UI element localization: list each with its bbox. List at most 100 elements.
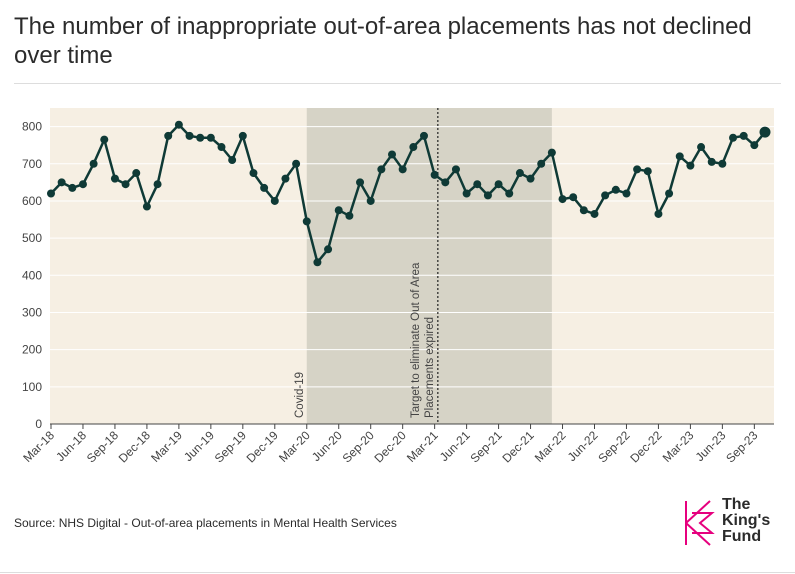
data-point-13: [185, 131, 194, 140]
data-point-39: [462, 189, 471, 198]
x-tick-label-17: Jun-22: [565, 428, 601, 464]
data-point-55: [633, 165, 642, 174]
data-point-22: [281, 174, 290, 183]
y-tick-label-700: 700: [22, 157, 42, 171]
data-point-8: [132, 169, 141, 178]
data-point-63: [718, 159, 727, 168]
data-point-24: [302, 217, 311, 226]
y-tick-label-600: 600: [22, 194, 42, 208]
data-point-65: [739, 131, 748, 140]
data-point-43: [505, 189, 514, 198]
data-point-12: [174, 120, 183, 129]
x-tick-label-9: Jun-20: [309, 428, 345, 464]
data-point-9: [142, 202, 151, 211]
data-point-54: [622, 189, 631, 198]
title-divider: [14, 83, 781, 84]
data-point-27: [334, 206, 343, 215]
x-tick-label-11: Dec-20: [372, 428, 409, 465]
x-tick-label-22: Sep-23: [723, 428, 760, 465]
data-point-38: [451, 165, 460, 174]
data-point-40: [473, 180, 482, 189]
data-point-21: [270, 196, 279, 205]
y-tick-label-400: 400: [22, 268, 42, 282]
kings-fund-logo: The King's Fund: [682, 497, 792, 547]
x-tick-label-8: Mar-20: [276, 428, 313, 465]
data-point-48: [558, 195, 567, 204]
data-point-3: [78, 180, 87, 189]
data-point-23: [292, 159, 301, 168]
data-point-53: [611, 185, 620, 194]
x-tick-label-18: Sep-22: [595, 428, 632, 465]
data-point-1: [57, 178, 66, 187]
data-point-14: [196, 133, 205, 142]
data-point-36: [430, 170, 439, 179]
data-point-32: [388, 150, 397, 159]
data-point-35: [419, 131, 428, 140]
bottom-divider: [0, 572, 795, 573]
data-point-58: [665, 189, 674, 198]
y-tick-label-200: 200: [22, 343, 42, 357]
data-point-29: [356, 178, 365, 187]
annotation-target-label-line1: Target to eliminate Out of Area: [410, 262, 422, 418]
data-point-16: [217, 143, 226, 152]
data-point-44: [515, 169, 524, 178]
y-tick-label-800: 800: [22, 120, 42, 134]
shaded-region-0: [306, 108, 552, 424]
data-point-15: [206, 133, 215, 142]
data-point-51: [590, 209, 599, 218]
logo-line-fund: Fund: [722, 528, 762, 545]
y-tick-label-500: 500: [22, 231, 42, 245]
data-point-59: [675, 152, 684, 161]
data-point-41: [483, 191, 492, 200]
data-point-61: [697, 143, 706, 152]
data-point-49: [569, 193, 578, 202]
data-point-20: [260, 183, 269, 192]
y-tick-label-300: 300: [22, 305, 42, 319]
x-tick-label-4: Mar-19: [148, 428, 185, 465]
data-point-56: [643, 167, 652, 176]
data-point-34: [409, 143, 418, 152]
y-tick-label-0: 0: [35, 417, 42, 431]
x-tick-label-20: Mar-23: [660, 428, 697, 465]
data-point-47: [547, 148, 556, 157]
x-tick-label-12: Mar-21: [404, 428, 441, 465]
data-point-60: [686, 161, 695, 170]
data-point-17: [228, 156, 237, 165]
data-point-6: [110, 174, 119, 183]
data-point-25: [313, 258, 322, 267]
data-point-57: [654, 209, 663, 218]
annotation-covid-label: Covid-19: [294, 372, 306, 418]
data-point-46: [537, 159, 546, 168]
x-tick-label-3: Dec-18: [116, 428, 153, 465]
data-point-67: [759, 126, 771, 138]
x-tick-label-13: Jun-21: [437, 428, 473, 464]
x-tick-label-14: Sep-21: [467, 428, 504, 465]
data-point-50: [579, 206, 588, 215]
data-point-2: [68, 183, 77, 192]
x-tick-label-0: Mar-18: [20, 428, 57, 465]
x-tick-label-16: Mar-22: [532, 428, 569, 465]
data-point-42: [494, 180, 503, 189]
source-note: Source: NHS Digital - Out-of-area placem…: [14, 516, 397, 530]
data-point-10: [153, 180, 162, 189]
x-tick-label-19: Dec-22: [627, 428, 664, 465]
logo-line-the: The: [722, 496, 751, 513]
x-tick-label-2: Sep-18: [84, 428, 121, 465]
data-point-7: [121, 180, 130, 189]
data-point-66: [750, 141, 759, 150]
logo-line-kings: King's: [722, 512, 771, 529]
x-tick-label-7: Dec-19: [244, 428, 281, 465]
data-point-30: [366, 196, 375, 205]
x-tick-label-1: Jun-18: [53, 428, 89, 464]
data-point-26: [324, 245, 333, 254]
x-tick-label-10: Sep-20: [340, 428, 377, 465]
line-chart: 0100200300400500600700800Mar-18Jun-18Sep…: [20, 108, 774, 465]
data-point-64: [729, 133, 738, 142]
data-point-4: [89, 159, 98, 168]
kings-fund-logo-text: The King's Fund: [722, 497, 770, 545]
x-tick-label-21: Jun-23: [693, 428, 729, 464]
data-point-52: [601, 191, 610, 200]
x-tick-label-6: Sep-19: [212, 428, 249, 465]
data-point-11: [164, 131, 173, 140]
data-point-62: [707, 157, 716, 166]
